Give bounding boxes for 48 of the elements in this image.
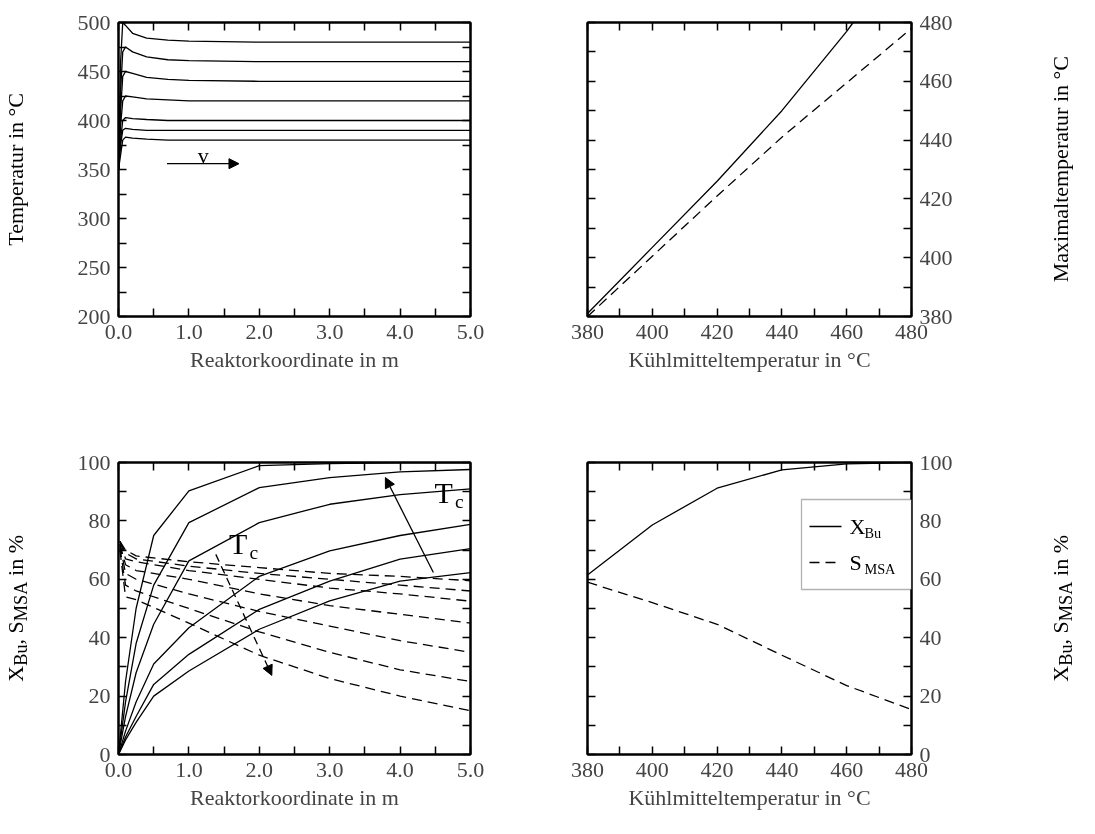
x-tick-label: 440: [765, 756, 799, 782]
y-tick-label: 300: [77, 205, 111, 231]
x-tick-label: 1.0: [175, 756, 203, 782]
y-axis-title: Temperatur in °C: [2, 92, 29, 246]
x-tick-label: 380: [571, 756, 604, 782]
y-tick-label: 80: [88, 507, 111, 533]
x-axis-title: Reaktorkoordinate in m: [190, 784, 399, 810]
y2-tick-label: 460: [919, 68, 953, 94]
x-tick-label: 460: [830, 756, 864, 782]
y2-tick-label: 420: [919, 185, 953, 211]
x-tick-label: 5.0: [456, 756, 485, 782]
x-tick-label: 5.0: [456, 318, 485, 344]
x-tick-label: 4.0: [386, 756, 414, 782]
x-tick-label: 400: [635, 318, 669, 344]
y2-tick-label: 60: [919, 566, 942, 592]
y2-axis-title: Maximaltemperatur in °C: [1047, 55, 1074, 283]
y-tick-label: 40: [88, 624, 111, 650]
x-tick-label: 420: [700, 756, 734, 782]
y-tick-label: 400: [77, 107, 111, 133]
x-tick-label: 3.0: [315, 756, 344, 782]
y-tick-label: 20: [88, 683, 111, 709]
x-tick-label: 440: [765, 318, 799, 344]
y-tick-label: 60: [88, 566, 111, 592]
y2-tick-label: 100: [919, 449, 953, 475]
y-tick-label: 250: [77, 254, 111, 280]
annotation: v: [197, 143, 209, 169]
y2-tick-label: 40: [919, 624, 942, 650]
y-tick-label: 450: [77, 58, 111, 84]
y2-tick-label: 440: [919, 127, 953, 153]
y-tick-label: 500: [77, 9, 111, 35]
x-tick-label: 2.0: [245, 756, 274, 782]
x-tick-label: 1.0: [175, 318, 203, 344]
x-tick-label: 420: [700, 318, 734, 344]
y2-tick-label: 400: [919, 244, 953, 270]
x-tick-label: 460: [830, 318, 864, 344]
x-tick-label: 380: [571, 318, 604, 344]
x-tick-label: 400: [635, 756, 669, 782]
x-axis-title: Kühlmitteltemperatur in °C: [628, 784, 871, 810]
y-tick-label: 100: [77, 449, 111, 475]
x-axis-title: Kühlmitteltemperatur in °C: [628, 346, 871, 372]
x-tick-label: 2.0: [245, 318, 274, 344]
y-tick-label: 350: [77, 156, 111, 182]
x-tick-label: 4.0: [386, 318, 414, 344]
x-axis-title: Reaktorkoordinate in m: [190, 346, 399, 372]
y2-tick-label: 480: [919, 9, 953, 35]
y2-tick-label: 20: [919, 683, 942, 709]
y2-tick-label: 80: [919, 507, 942, 533]
x-tick-label: 3.0: [315, 318, 344, 344]
